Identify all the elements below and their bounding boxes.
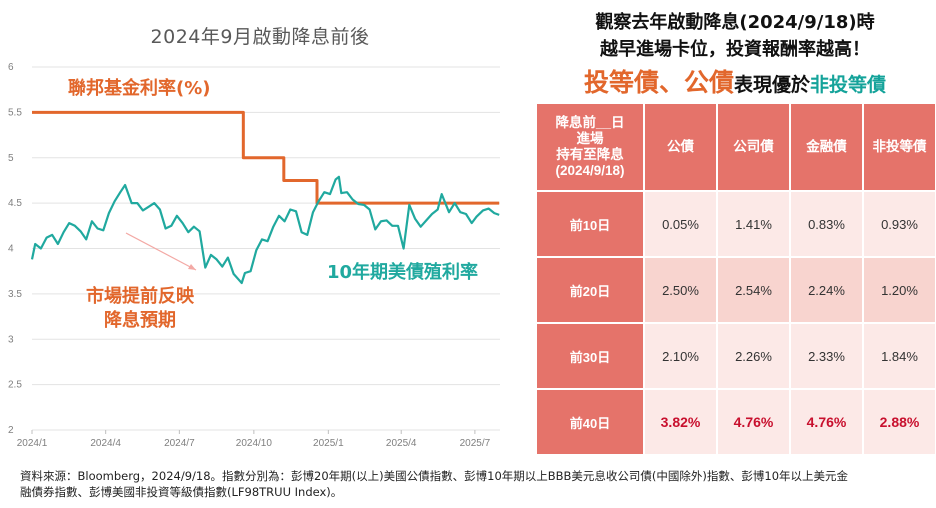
- col-header-corporate: 公司債: [716, 102, 791, 192]
- corner-line2: 進場: [576, 131, 604, 146]
- table-cell: 0.93%: [862, 190, 936, 258]
- heading-connector: 表現優於: [733, 74, 810, 96]
- highlight-high-yield: 非投等債: [810, 74, 887, 96]
- row-header: 前30日: [535, 322, 645, 390]
- table-cell: 0.05%: [643, 190, 718, 258]
- panel-heading-line2: 越早進場卡位，投資報酬率越高！: [600, 39, 870, 60]
- table-cell: 4.76%: [789, 388, 864, 456]
- x-axis-ticks: 2024/1 2024/4 2024/7 2024/10 2025/1 2025/4 202…: [17, 430, 491, 449]
- table-cell: 2.24%: [789, 256, 864, 324]
- table-cell: 2.33%: [789, 322, 864, 390]
- table-cell: 2.10%: [643, 322, 718, 390]
- table-cell: 2.88%: [862, 388, 936, 456]
- table-cell: 4.76%: [716, 388, 791, 456]
- y-tick-label: 4.5: [8, 198, 22, 209]
- table-row: 前30日 2.10% 2.26% 2.33% 1.84%: [535, 322, 936, 390]
- trend-arrow-head: [188, 264, 196, 270]
- x-tick-label: 2024/4: [90, 438, 121, 449]
- row-header: 前20日: [535, 256, 645, 324]
- treasury-10y-yield-line: [30, 175, 500, 285]
- table-row: 前20日 2.50% 2.54% 2.24% 1.20%: [535, 256, 936, 324]
- panel-heading-line1: 觀察去年啟動降息(2024/9/18)時: [595, 12, 875, 33]
- table-cell: 2.26%: [716, 322, 791, 390]
- fed-funds-rate-line: [32, 110, 500, 205]
- y-tick-label: 3: [8, 334, 14, 345]
- table-header-row: 降息前__日 進場 持有至降息 (2024/9/18) 公債 公司債 金融債 非…: [535, 102, 936, 192]
- y-tick-label: 4: [8, 244, 14, 255]
- col-header-treasury: 公債: [643, 102, 718, 192]
- corner-line4: (2024/9/18): [555, 163, 625, 178]
- table-cell: 3.82%: [643, 388, 718, 456]
- x-tick-label: 2025/1: [313, 438, 344, 449]
- treasury-yield-label: 10年期美債殖利率: [327, 261, 478, 283]
- y-axis-ticks: 2 2.5 3 3.5 4 4.5 5 5.5 6: [8, 62, 22, 436]
- y-tick-label: 5: [8, 153, 14, 164]
- fed-rate-label: 聯邦基金利率(%): [68, 77, 211, 99]
- market-expectation-label-line1: 市場提前反映: [86, 285, 195, 307]
- source-line2: 融債券指數、彭博美國非投資等級債指數(LF98TRUU Index)。: [20, 485, 343, 499]
- y-tick-label: 2: [8, 425, 14, 436]
- y-tick-label: 6: [8, 62, 14, 73]
- highlight-investment-grade: 投等債、公債: [583, 68, 734, 97]
- col-header-high-yield: 非投等債: [862, 102, 936, 192]
- x-tick-label: 2024/1: [17, 438, 48, 449]
- row-header: 前40日: [535, 388, 645, 456]
- y-tick-label: 2.5: [8, 380, 22, 391]
- panel-heading-line3: 投等債、公債表現優於非投等債: [535, 63, 935, 99]
- table-row: 前10日 0.05% 1.41% 0.83% 0.93%: [535, 190, 936, 258]
- returns-table: 降息前__日 進場 持有至降息 (2024/9/18) 公債 公司債 金融債 非…: [535, 102, 936, 456]
- source-footnote: 資料來源：Bloomberg，2024/9/18。指數分別為：彭博20年期(以上…: [20, 468, 920, 500]
- table-row: 前40日 3.82% 4.76% 4.76% 2.88%: [535, 388, 936, 456]
- col-header-financial: 金融債: [789, 102, 864, 192]
- x-tick-label: 2024/10: [236, 438, 273, 449]
- x-tick-label: 2025/7: [460, 438, 491, 449]
- corner-line3: 持有至降息: [556, 147, 624, 162]
- y-tick-label: 3.5: [8, 289, 22, 300]
- market-expectation-label-line2: 降息預期: [104, 309, 176, 331]
- grid-lines: [32, 66, 500, 431]
- table-cell: 1.20%: [862, 256, 936, 324]
- table-corner-header: 降息前__日 進場 持有至降息 (2024/9/18): [535, 102, 645, 192]
- source-line1: 資料來源：Bloomberg，2024/9/18。指數分別為：彭博20年期(以上…: [20, 469, 849, 483]
- trend-arrow: [125, 232, 197, 271]
- chart-title: 2024年9月啟動降息前後: [150, 26, 370, 48]
- table-cell: 2.50%: [643, 256, 718, 324]
- row-header: 前10日: [535, 190, 645, 258]
- x-tick-label: 2025/4: [386, 438, 417, 449]
- series-lines: [30, 110, 500, 285]
- rate-line-chart: 22.533.544.555.56 2024/1 2024/4 2024/7 2024…: [8, 62, 500, 449]
- table-cell: 2.54%: [716, 256, 791, 324]
- table-cell: 1.84%: [862, 322, 936, 390]
- table-cell: 1.41%: [716, 190, 791, 258]
- y-tick-label: 5.5: [8, 107, 22, 118]
- table-cell: 0.83%: [789, 190, 864, 258]
- corner-line1: 降息前__日: [555, 115, 625, 130]
- x-tick-label: 2024/7: [164, 438, 195, 449]
